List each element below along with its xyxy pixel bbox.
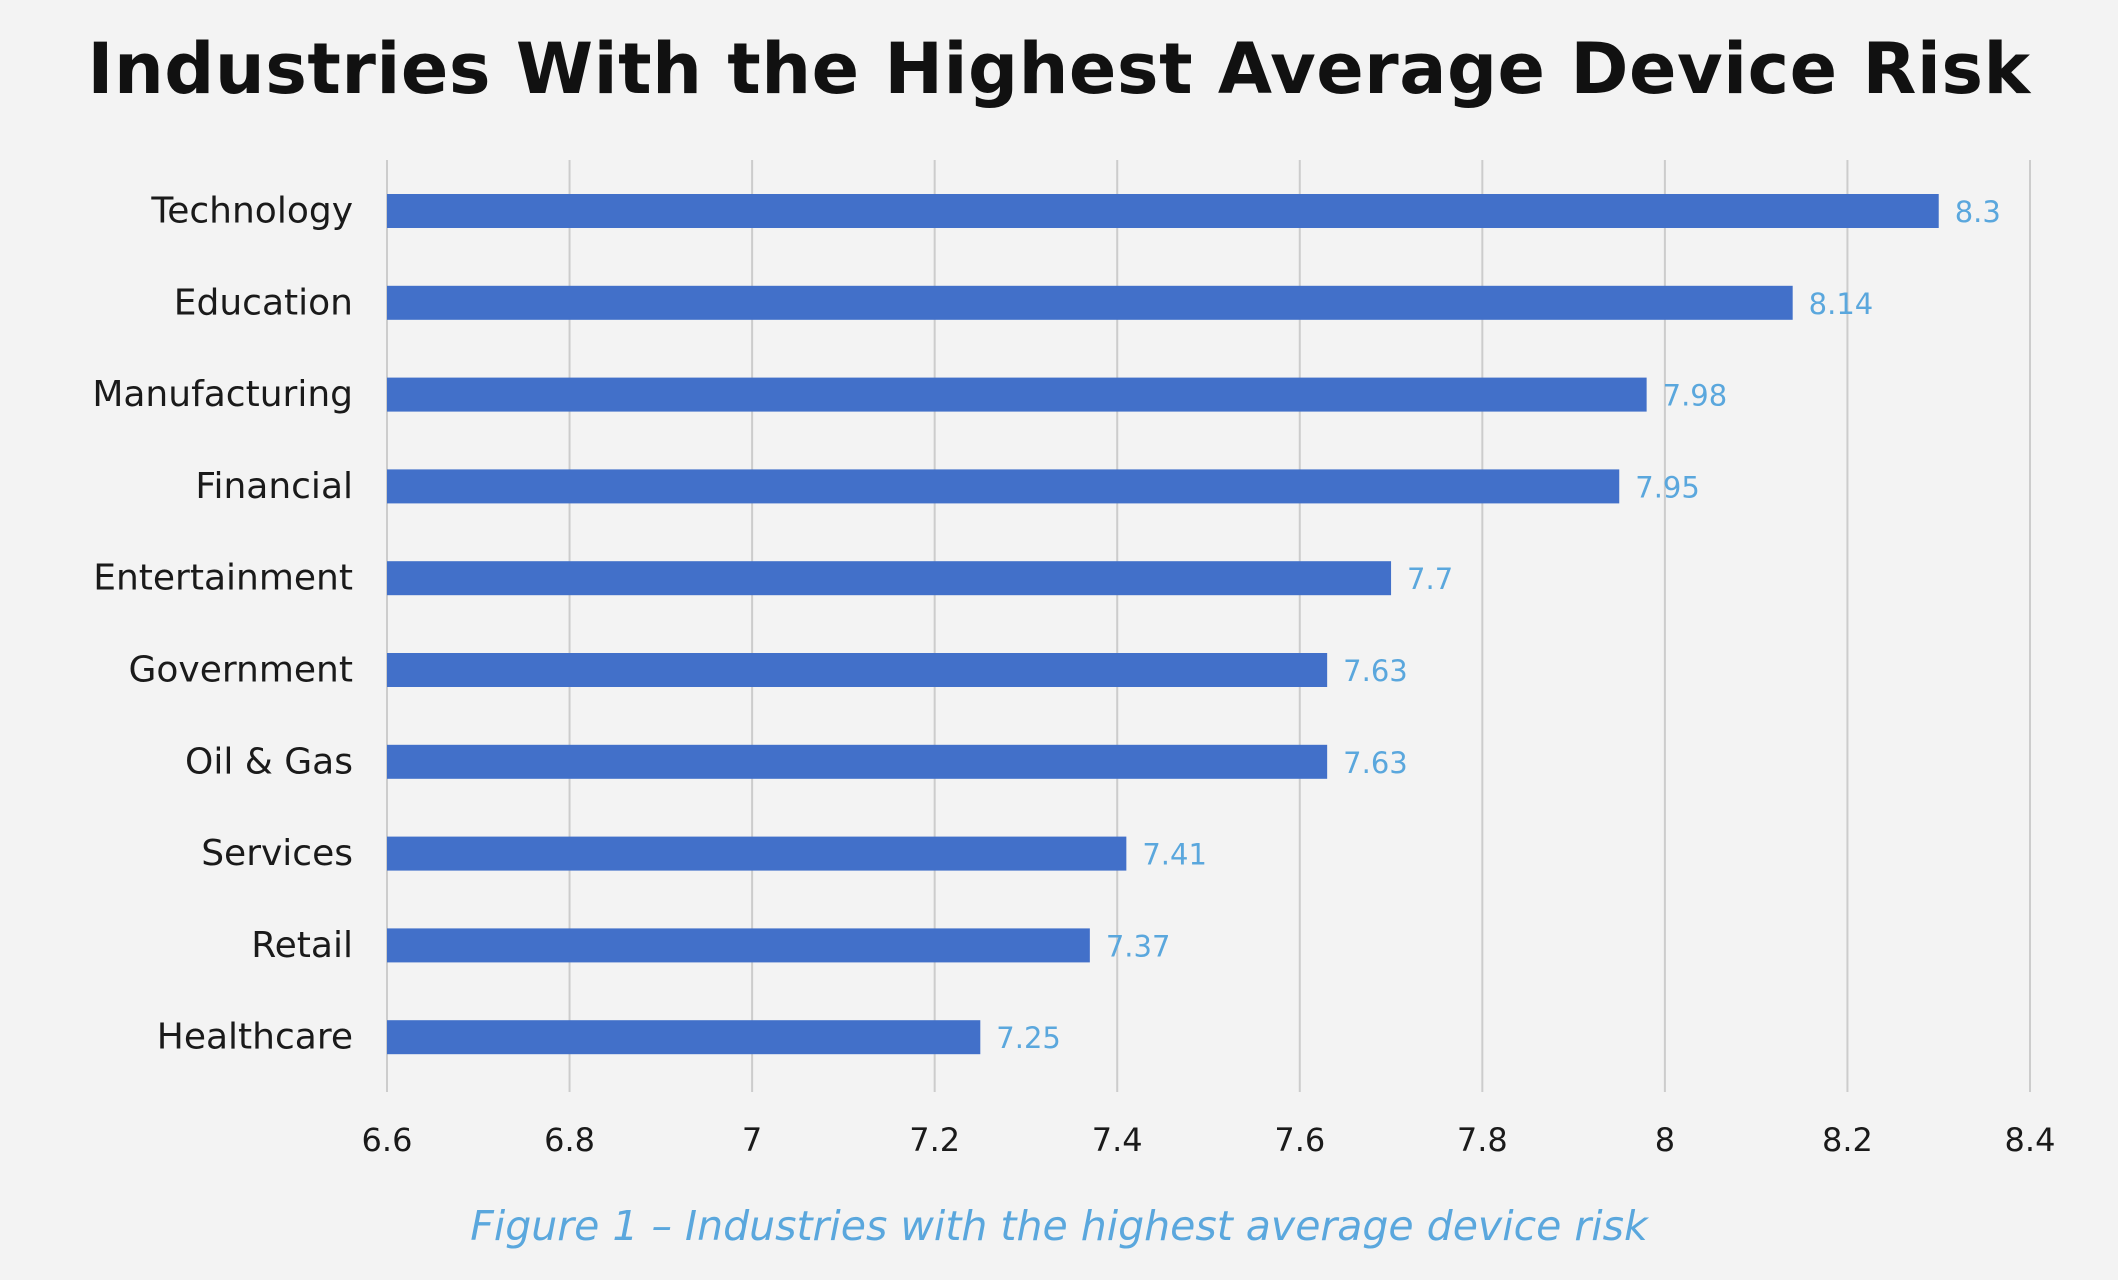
bar xyxy=(387,836,1127,871)
data-label: 7.7 xyxy=(1407,562,1453,596)
data-label: 8.14 xyxy=(1809,287,1874,321)
value-labels: 8.3 8.14 7.98 7.95 7.7 7.63 7.63 7.41 7.37 7.25 xyxy=(996,195,2001,1055)
category-label: Healthcare xyxy=(157,1017,353,1058)
x-tick-label: 8 xyxy=(1655,1121,1675,1159)
x-tick-label: 8.2 xyxy=(1822,1121,1873,1159)
category-label: Financial xyxy=(195,466,353,507)
data-label: 7.95 xyxy=(1635,470,1700,504)
x-tick-label: 8.4 xyxy=(2005,1121,2056,1159)
x-tick-label: 6.8 xyxy=(544,1121,595,1159)
category-label: Technology xyxy=(150,191,353,232)
bar xyxy=(387,928,1090,963)
figure-caption: Figure 1 – Industries with the highest a… xyxy=(470,1202,1648,1250)
bar xyxy=(387,469,1620,504)
data-label: 7.37 xyxy=(1106,929,1171,963)
x-axis-tick-labels: 6.6 6.8 7 7.2 7.4 7.6 7.8 8 8.2 8.4 xyxy=(362,1121,2056,1159)
category-label: Entertainment xyxy=(93,558,353,599)
bar xyxy=(387,285,1793,320)
data-label: 8.3 xyxy=(1955,195,2001,229)
x-tick-label: 7.4 xyxy=(1092,1121,1143,1159)
bar xyxy=(387,194,1939,228)
category-label: Government xyxy=(128,650,353,691)
category-labels: Technology Education Manufacturing Financia… xyxy=(92,191,353,1058)
category-label: Oil & Gas xyxy=(185,741,353,782)
x-tick-label: 7 xyxy=(742,1121,762,1159)
category-label: Services xyxy=(201,833,353,874)
category-label: Retail xyxy=(251,925,353,966)
x-tick-label: 7.2 xyxy=(909,1121,960,1159)
chart-title: Industries With the Highest Average Devi… xyxy=(87,28,2031,110)
x-tick-label: 6.6 xyxy=(362,1121,413,1159)
bar xyxy=(387,653,1328,687)
data-label: 7.25 xyxy=(996,1021,1061,1055)
category-label: Manufacturing xyxy=(92,374,353,415)
bar xyxy=(387,1020,981,1055)
bar xyxy=(387,744,1328,779)
x-tick-label: 7.6 xyxy=(1274,1121,1325,1159)
category-label: Education xyxy=(174,282,353,323)
data-label: 7.98 xyxy=(1663,379,1728,413)
data-label: 7.41 xyxy=(1142,838,1207,872)
x-tick-label: 7.8 xyxy=(1457,1121,1508,1159)
bar xyxy=(387,377,1647,412)
data-label: 7.63 xyxy=(1343,654,1408,688)
data-label: 7.63 xyxy=(1343,746,1408,780)
bar xyxy=(387,561,1392,596)
bars xyxy=(387,194,1939,1055)
